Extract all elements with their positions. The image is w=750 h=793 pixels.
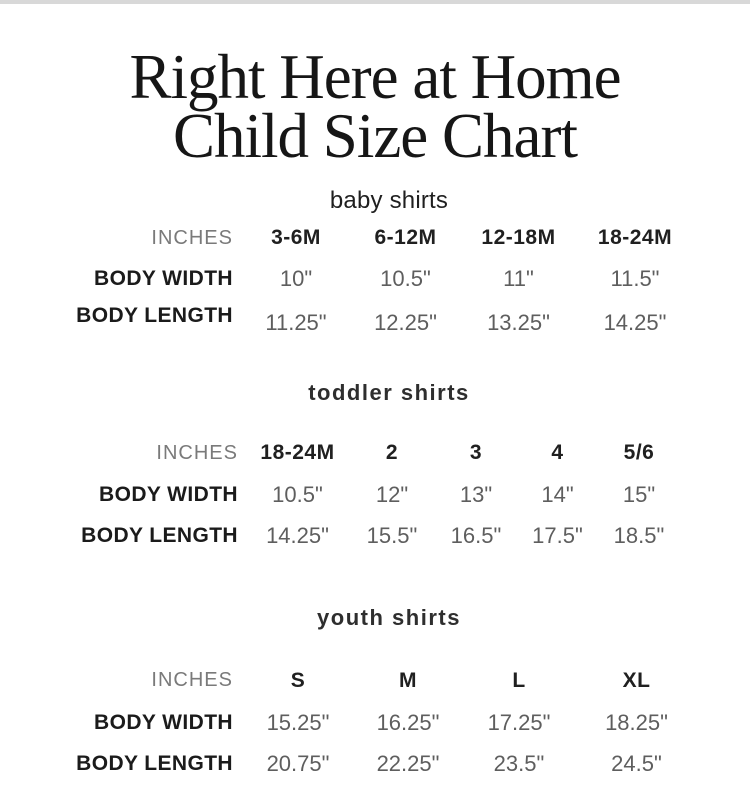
size-value: 11.25" [265,310,327,335]
unit-label: INCHES [151,226,233,249]
size-value: 11" [503,266,534,291]
size-value: 16.5" [450,523,502,548]
size-header: L [512,668,526,692]
size-value: 18.25" [605,709,668,735]
size-value: 16.25" [376,709,440,735]
size-header: 12-18M [481,226,556,249]
top-border-bar [0,0,750,4]
size-value: 20.75" [266,751,330,776]
size-value: 17.5" [532,523,583,548]
row-label-body-length: BODY LENGTH [76,752,233,775]
size-header: 6-12M [374,226,437,249]
size-value: 12.25" [374,310,437,335]
size-value: 18.5" [613,523,665,548]
size-header: 3 [469,441,483,464]
row-label-body-width: BODY WIDTH [94,710,233,734]
unit-label: INCHES [151,669,233,691]
size-header: 5/6 [623,441,655,464]
size-header: 4 [551,441,564,464]
size-value: 13" [459,481,493,507]
row-label-body-length: BODY LENGTH [76,304,233,327]
size-value: 14" [541,481,574,507]
row-label-body-width: BODY WIDTH [94,267,233,290]
size-value: 23.5" [493,751,545,776]
size-header: 18-24M [597,226,673,249]
row-label-body-width: BODY WIDTH [99,482,238,506]
size-header: 3-6M [271,226,321,249]
size-header: 2 [385,441,399,464]
baby-shirts-section: baby shirts INCHES 3-6M 6-12M 12-18M 18-… [56,186,696,346]
baby-size-table: INCHES 3-6M 6-12M 12-18M 18-24M BODY WID… [56,218,696,346]
page-title-line-1: Right Here at Home [129,42,621,112]
size-value: 17.25" [487,709,551,735]
toddler-size-table: INCHES 18-24M 2 3 4 5/6 BODY WIDTH 10.5"… [56,432,696,557]
size-value: 14.25" [603,310,667,335]
size-value: 15.5" [366,523,418,548]
size-value: 22.25" [376,751,440,776]
youth-size-table: INCHES S M L XL BODY WIDTH 15.25" 16.25"… [56,659,696,785]
size-value: 14.25" [266,523,329,548]
unit-label: INCHES [156,441,238,464]
page-title-line-2: Child Size Chart [173,101,578,171]
size-value: 24.5" [611,751,662,776]
size-value: 10.5" [380,266,431,291]
page-title: Right Here at Home Child Size Chart [0,42,750,171]
size-value: 15" [622,481,656,507]
baby-section-heading: baby shirts [329,187,449,214]
youth-shirts-section: youth shirts INCHES S M L XL BODY WIDTH … [56,603,696,785]
size-value: 15.25" [266,709,330,735]
toddler-shirts-section: toddler shirts INCHES 18-24M 2 3 4 5/6 B… [56,378,696,557]
size-value: 10" [279,266,313,291]
size-value: 11.5" [610,266,660,291]
size-value: 10.5" [272,481,323,507]
size-value: 12" [375,481,409,507]
size-header: S [290,668,306,692]
row-label-body-length: BODY LENGTH [81,524,238,547]
size-value: 13.25" [487,310,550,335]
youth-section-heading: youth shirts [317,605,461,630]
toddler-section-heading: toddler shirts [308,380,470,405]
size-header: M [399,668,417,692]
size-header: 18-24M [260,441,335,464]
size-header: XL [622,668,651,692]
